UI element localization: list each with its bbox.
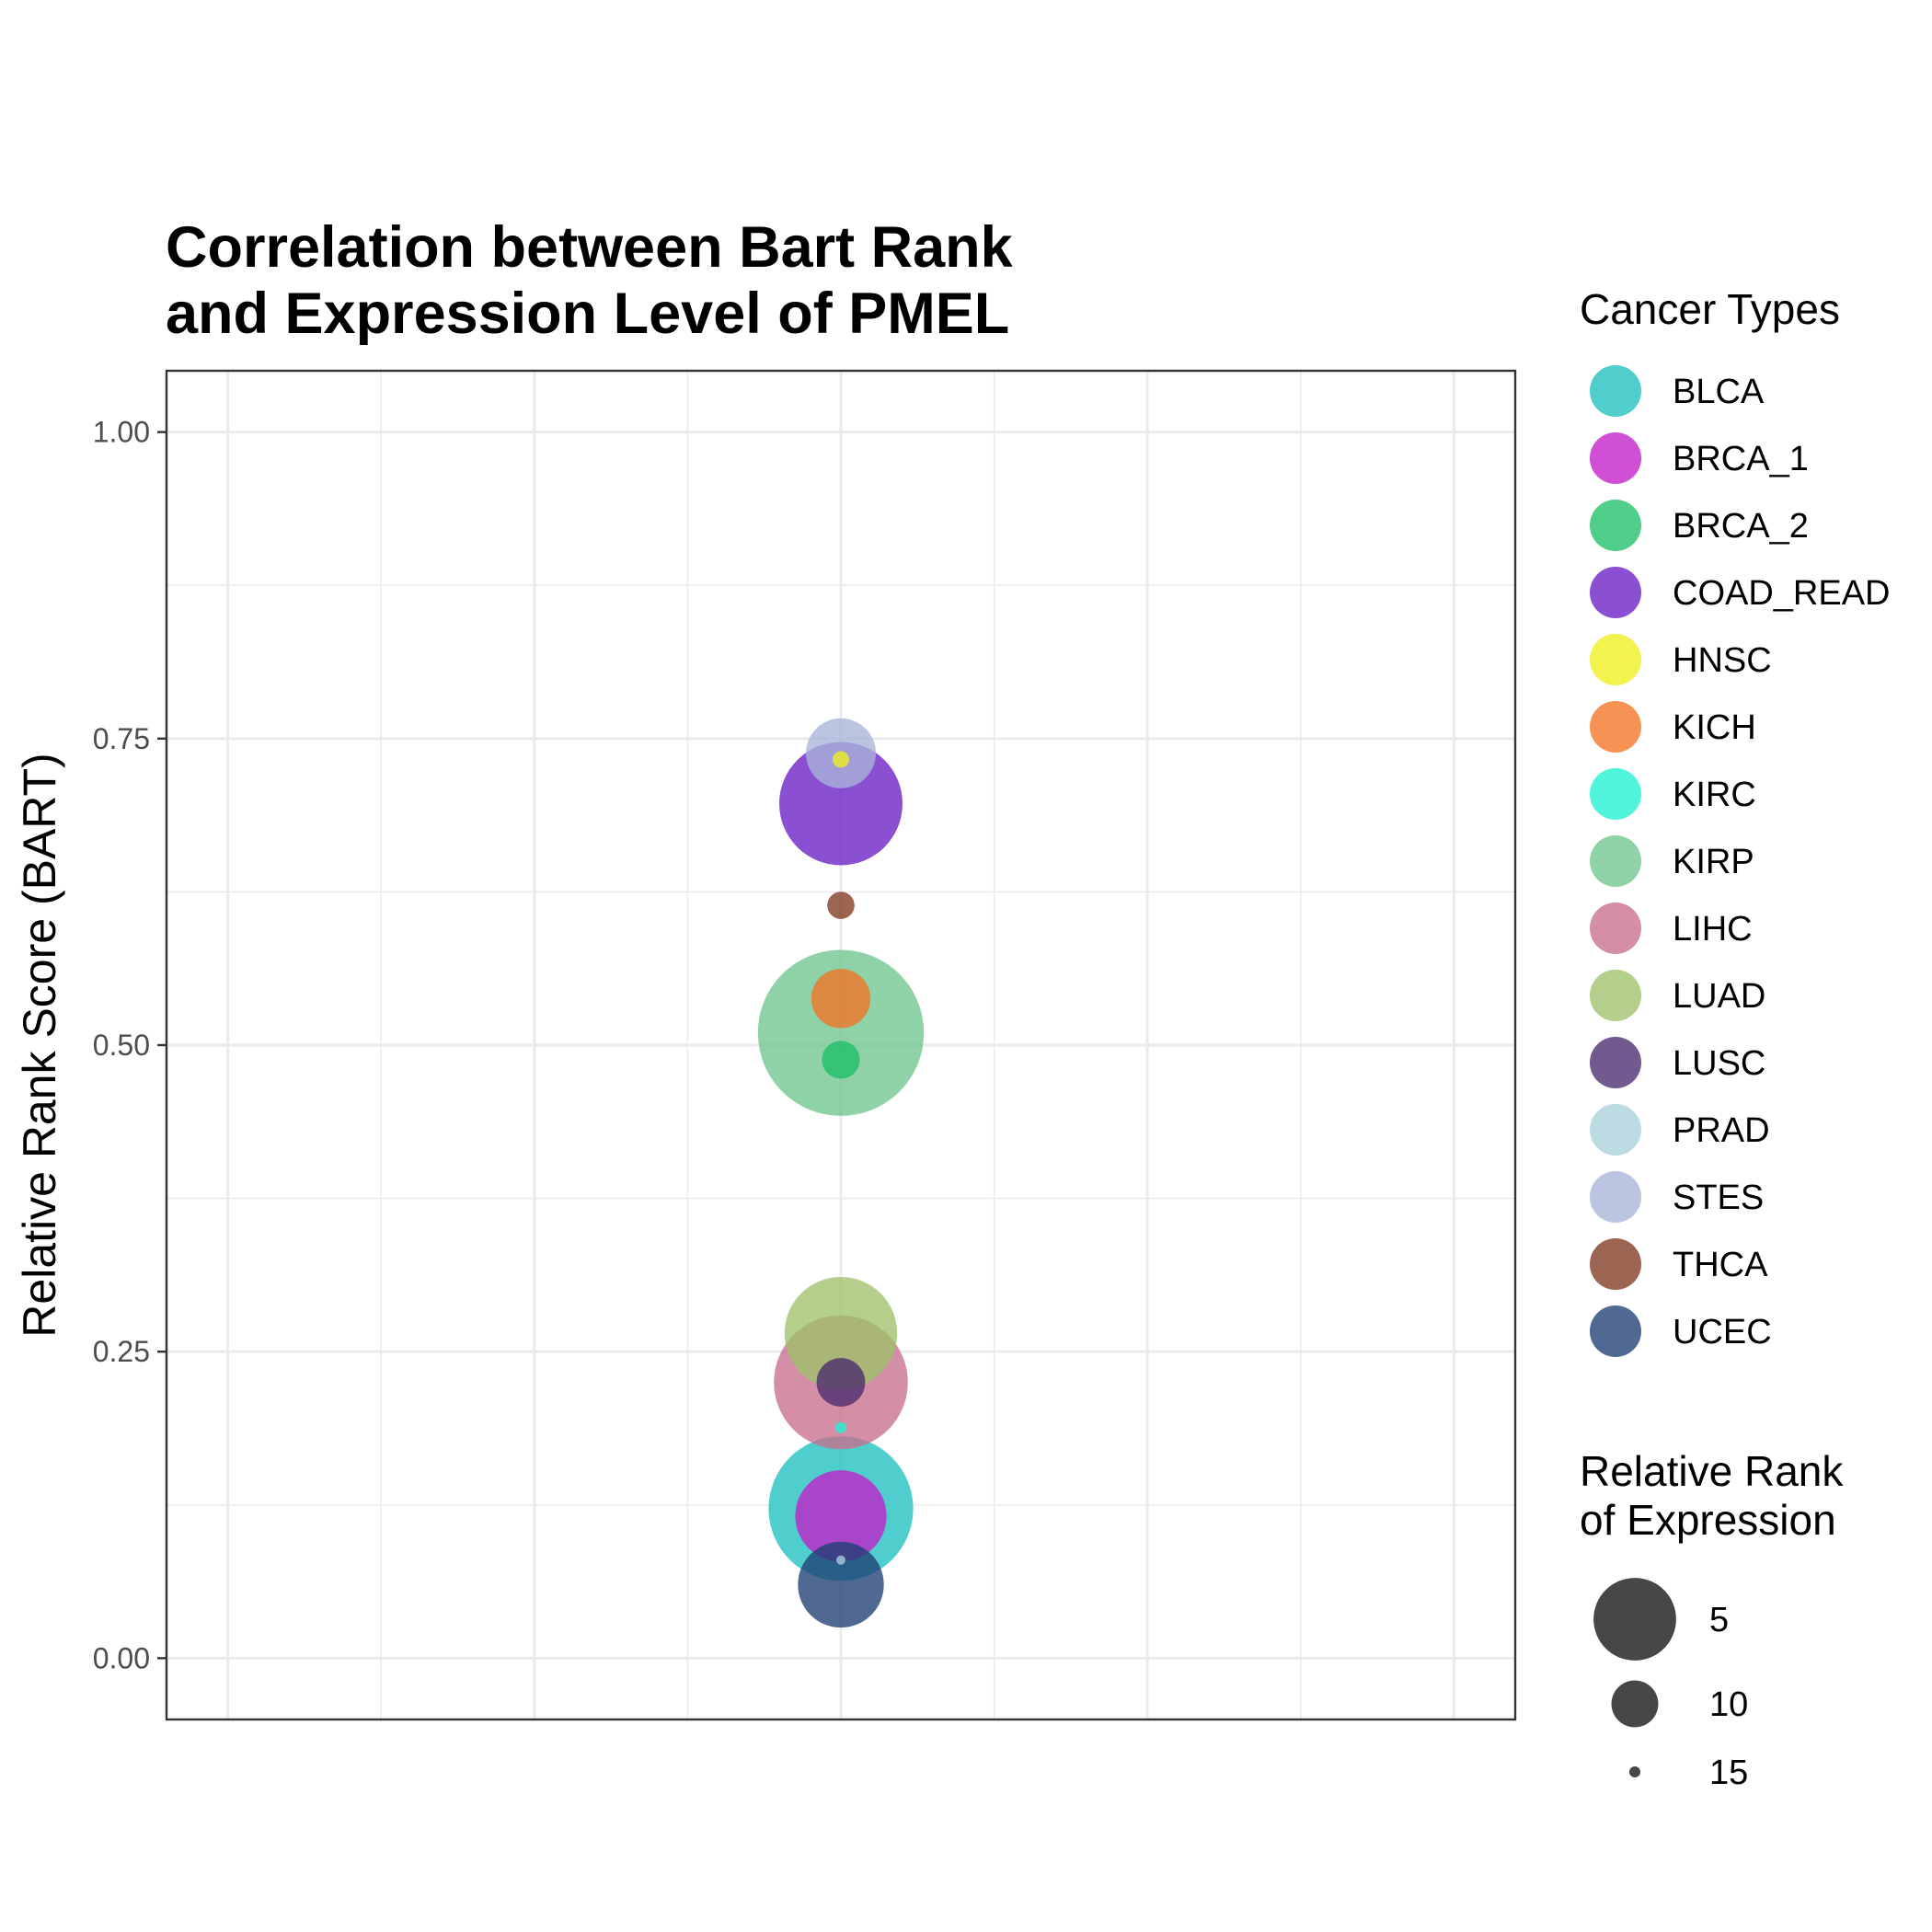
- legend-label: KIRP: [1673, 843, 1754, 881]
- legend-swatch: [1590, 1171, 1641, 1223]
- legend-item-hnsc: HNSC: [1590, 634, 1772, 685]
- legend-label: BLCA: [1673, 373, 1765, 411]
- y-tick-label: 0.50: [93, 1029, 150, 1062]
- legend-swatch: [1590, 768, 1641, 820]
- size-label: 15: [1709, 1754, 1748, 1792]
- size-legend: 5 10 15: [1593, 1578, 1748, 1792]
- data-point-coad-read: [779, 742, 903, 866]
- y-axis-ticks: 0.00 0.25 0.50 0.75 1.00: [93, 416, 167, 1674]
- legend-item-prad: PRAD: [1590, 1104, 1770, 1156]
- legend-swatch: [1590, 1238, 1641, 1290]
- plot-panel-border: [165, 369, 1517, 1721]
- size-legend-item-10: 10: [1611, 1680, 1748, 1728]
- y-axis-label: Relative Rank Score (BART): [14, 753, 65, 1337]
- chart-title-line-2: and Expression Level of PMEL: [166, 282, 1009, 346]
- size-swatch: [1628, 1765, 1641, 1778]
- legend-label: UCEC: [1673, 1313, 1772, 1351]
- legend-label: THCA: [1673, 1246, 1768, 1284]
- legend-item-brca-1: BRCA_1: [1590, 432, 1809, 484]
- legend-label: STES: [1673, 1179, 1764, 1217]
- legend-item-lihc: LIHC: [1590, 903, 1753, 954]
- data-point-prad: [836, 1555, 845, 1565]
- legend-item-thca: THCA: [1590, 1238, 1768, 1290]
- legend-item-coad-read: COAD_READ: [1590, 567, 1891, 618]
- color-legend-title: Cancer Types: [1580, 285, 1840, 333]
- legend-item-kirp: KIRP: [1590, 835, 1754, 887]
- legend-label: BRCA_2: [1673, 507, 1809, 546]
- data-point-lusc: [816, 1358, 866, 1407]
- legend-swatch: [1590, 1305, 1641, 1357]
- legend-item-kirc: KIRC: [1590, 768, 1756, 820]
- legend-item-ucec: UCEC: [1590, 1305, 1772, 1357]
- legend-swatch: [1590, 567, 1641, 618]
- legend-item-lusc: LUSC: [1590, 1037, 1765, 1088]
- legend-swatch: [1590, 1104, 1641, 1156]
- legend-swatch: [1590, 1037, 1641, 1088]
- legend-swatch: [1590, 365, 1641, 417]
- data-point-kich: [811, 969, 871, 1029]
- legend-item-luad: LUAD: [1590, 970, 1765, 1021]
- y-tick-label: 1.00: [93, 416, 150, 449]
- data-point-brca-2: [822, 1041, 860, 1079]
- size-swatch: [1593, 1578, 1676, 1661]
- y-tick-label: 0.75: [93, 722, 150, 755]
- data-point-thca: [827, 891, 855, 919]
- size-swatch: [1611, 1680, 1659, 1728]
- legend-label: KIRC: [1673, 776, 1756, 814]
- size-label: 5: [1709, 1601, 1729, 1639]
- legend-label: LUAD: [1673, 977, 1765, 1016]
- legend-label: KICH: [1673, 708, 1756, 747]
- legend-swatch: [1590, 500, 1641, 551]
- size-legend-title-line-1: Relative Rank: [1580, 1447, 1844, 1495]
- data-point-kirp: [757, 949, 925, 1116]
- size-legend-item-5: 5: [1593, 1578, 1729, 1661]
- grid-lines: [167, 371, 1515, 1719]
- legend-label: COAD_READ: [1673, 574, 1891, 613]
- legend-label: PRAD: [1673, 1111, 1770, 1150]
- size-legend-item-15: 15: [1628, 1754, 1748, 1792]
- legend-label: BRCA_1: [1673, 440, 1809, 478]
- legend-swatch: [1590, 903, 1641, 954]
- y-tick-label: 0.00: [93, 1641, 150, 1674]
- legend-item-kich: KICH: [1590, 701, 1756, 753]
- y-tick-label: 0.25: [93, 1335, 150, 1368]
- legend-item-brca-2: BRCA_2: [1590, 500, 1809, 551]
- color-legend: BLCA BRCA_1 BRCA_2 COAD_READ HNSC KICH KIRC KIR…: [1590, 365, 1891, 1357]
- legend-item-stes: STES: [1590, 1171, 1764, 1223]
- legend-swatch: [1590, 701, 1641, 753]
- chart-title-line-1: Correlation between Bart Rank: [166, 215, 1014, 280]
- size-legend-title-line-2: of Expression: [1580, 1496, 1836, 1544]
- data-point-kirc: [834, 1421, 847, 1433]
- legend-label: LUSC: [1673, 1044, 1765, 1083]
- data-point-hnsc: [833, 751, 849, 768]
- legend-item-blca: BLCA: [1590, 365, 1765, 417]
- legend-swatch: [1590, 970, 1641, 1021]
- legend-label: LIHC: [1673, 910, 1753, 949]
- legend-swatch: [1590, 835, 1641, 887]
- legend-swatch: [1590, 634, 1641, 685]
- size-label: 10: [1709, 1685, 1748, 1724]
- data-point-ucec: [798, 1541, 884, 1628]
- legend-swatch: [1590, 432, 1641, 484]
- data-point-luad: [784, 1276, 898, 1390]
- data-point-brca-1: [795, 1470, 887, 1562]
- legend-label: HNSC: [1673, 641, 1772, 680]
- data-points: [757, 718, 925, 1628]
